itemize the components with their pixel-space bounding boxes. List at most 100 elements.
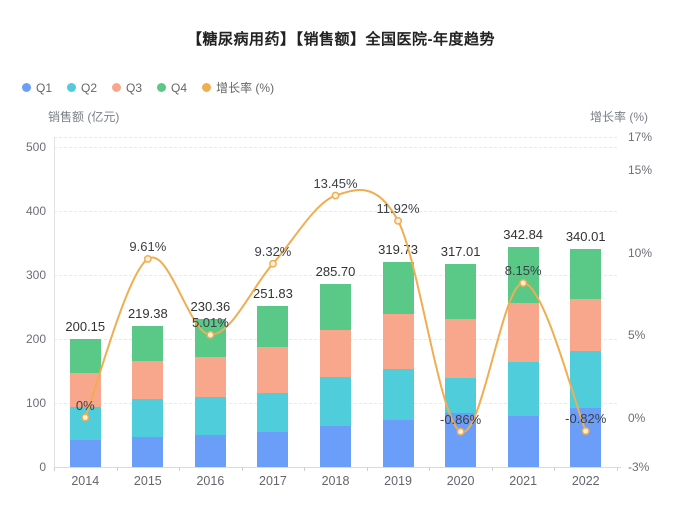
growth-rate-label: 0% [75,397,95,413]
bar-segment-q2-2020[interactable] [445,378,477,414]
legend-item-q2[interactable]: Q2 [67,81,97,95]
legend-item-q4[interactable]: Q4 [157,81,187,95]
growth-rate-label: 11.92% [376,200,420,216]
x-axis-tick [241,467,243,471]
bar-segment-q4-2022[interactable] [570,249,602,300]
legend-swatch-q2-icon [67,83,77,92]
gridline [54,146,617,148]
bar-segment-q4-2018[interactable] [320,283,351,330]
legend: Q1 Q2 Q3 Q4 增长率 (%) [22,79,274,96]
bar-segment-q2-2019[interactable] [382,368,414,421]
x-axis-tick-label: 2018 [321,474,350,488]
growth-rate-label: 9.32% [254,243,292,259]
growth-rate-label: -0.86% [440,411,482,427]
chart-title: 【糖尿病用药】【销售额】全国医院-年度趋势 [187,31,495,48]
x-axis-tick [54,467,55,471]
x-axis-tick-label: 2017 [259,474,287,488]
bar-segment-q2-2016[interactable] [194,397,226,435]
bar-segment-q4-2020[interactable] [445,263,477,320]
bar-segment-q4-2019[interactable] [382,262,414,315]
x-axis-tick-label: 2016 [196,474,225,488]
bar-segment-q2-2021[interactable] [507,362,539,417]
bar-segment-q3-2021[interactable] [507,302,539,363]
bar-total-label: 317.01 [440,243,481,259]
bar-total-label: 230.36 [190,299,231,315]
bar-segment-q3-2022[interactable] [570,299,602,351]
bar-segment-q1-2015[interactable] [132,436,164,467]
x-axis-tick [304,467,306,471]
left-axis-title: 销售额 (亿元) [48,110,120,124]
bar-total-label: 251.83 [253,285,293,301]
bar-segment-q1-2014[interactable] [69,440,101,467]
y-axis-tick-label-right: 15% [628,163,653,177]
bar-total-label: 340.01 [565,229,606,245]
y-axis-tick-label-right: 5% [628,328,646,342]
bar-segment-q1-2016[interactable] [194,434,226,467]
legend-item-label: Q1 [36,80,53,95]
bar-segment-q3-2015[interactable] [132,360,164,400]
bar-segment-q2-2018[interactable] [320,377,351,426]
bar-segment-q1-2021[interactable] [507,416,539,467]
bar-group-2021[interactable] [507,137,539,467]
x-axis-tick-label: 2022 [571,474,600,488]
x-axis-tick-label: 2019 [384,474,412,488]
x-axis-tick [366,467,368,471]
legend-item-label: Q3 [126,80,143,95]
bar-segment-q1-2017[interactable] [257,431,289,467]
x-axis-tick [554,467,556,471]
legend-item-q1[interactable]: Q1 [22,81,52,95]
bar-segment-q3-2016[interactable] [194,356,226,398]
bar-segment-q3-2019[interactable] [382,314,414,369]
bar-group-2019[interactable] [382,137,414,467]
x-axis-line [54,467,621,468]
bar-segment-q4-2017[interactable] [257,305,289,347]
y-axis-tick-label-left: 100 [25,395,46,410]
legend-swatch-q4-icon [157,83,167,92]
y-axis-tick-label-left: 0 [39,460,46,474]
y-axis-tick-label-left: 500 [25,139,46,154]
bar-segment-q2-2017[interactable] [257,393,289,432]
y-axis-tick-label-right: 17% [628,130,653,144]
x-axis-tick-label: 2015 [133,474,162,488]
bar-segment-q3-2018[interactable] [320,329,351,378]
bar-total-label: 200.15 [65,318,106,334]
bar-segment-q3-2017[interactable] [257,347,289,394]
legend-item-label: Q4 [171,80,188,95]
legend-item-growth-rate[interactable]: 增长率 (%) [202,79,274,96]
bar-segment-q4-2015[interactable] [132,326,164,361]
y-axis-tick-label-right: -3% [628,460,650,474]
x-axis-tick [617,467,618,471]
bar-group-2014[interactable] [69,137,101,467]
legend-swatch-q3-icon [112,83,122,92]
bar-segment-q2-2022[interactable] [570,350,602,409]
x-axis-tick [116,467,118,471]
growth-rate-label: 9.61% [129,238,167,254]
bar-group-2015[interactable] [132,137,164,467]
growth-rate-label: 13.45% [313,175,358,191]
bar-segment-q2-2015[interactable] [132,399,164,437]
legend-item-label: 增长率 (%) [216,81,275,95]
bar-segment-q1-2018[interactable] [320,425,351,467]
bar-segment-q1-2019[interactable] [382,420,414,467]
x-axis-tick [491,467,493,471]
y-axis-tick-label-right: 0% [628,410,646,425]
x-axis-tick [179,467,181,471]
y-axis-tick-label-left: 400 [25,203,46,218]
x-axis-tick-label: 2014 [71,474,100,488]
legend-swatch-q1-icon [22,83,31,92]
legend-item-q3[interactable]: Q3 [112,81,142,95]
x-axis-tick [429,467,431,471]
legend-item-label: Q2 [81,80,98,95]
y-axis-tick-label-right: 10% [628,245,653,260]
gridline [54,137,617,138]
growth-rate-label: -0.82% [565,411,607,427]
right-axis-title: 增长率 (%) [590,110,648,124]
bar-segment-q3-2020[interactable] [445,319,477,379]
growth-rate-label: 5.01% [191,314,229,330]
bar-group-2017[interactable] [257,137,289,467]
bar-segment-q4-2014[interactable] [69,338,101,374]
y-axis-tick-label-left: 300 [25,267,46,282]
x-axis-tick-label: 2020 [446,474,475,488]
bar-total-label: 285.70 [315,263,356,279]
